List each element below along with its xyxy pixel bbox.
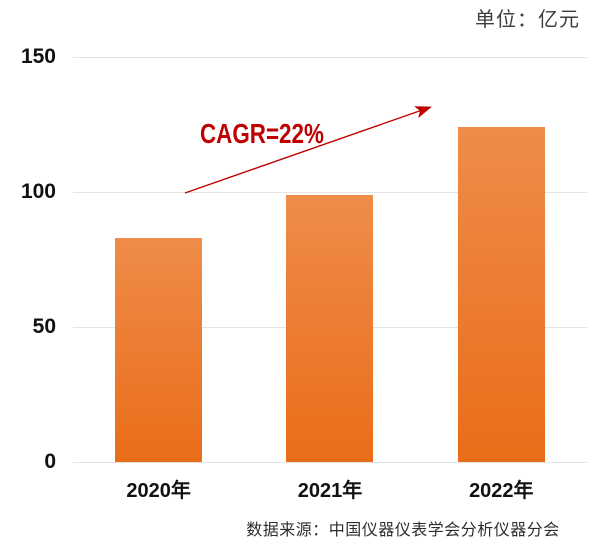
plot-area [73, 56, 587, 463]
y-tick-label-0: 0 [44, 450, 56, 473]
y-tick-label-150: 150 [20, 45, 56, 68]
bars-row [73, 57, 587, 462]
cagr-annotation-label: CAGR=22% [200, 118, 324, 149]
y-tick-label-50: 50 [32, 315, 56, 338]
x-label-2022年: 2022年 [469, 480, 534, 502]
bar-2021年 [286, 194, 374, 462]
bar-cell-2021年 [244, 57, 415, 462]
y-tick-label-100: 100 [20, 180, 56, 203]
x-axis-labels: 2020年 2021年 2022年 [73, 474, 587, 503]
bar-cell-2020年 [73, 57, 244, 462]
gridline-0 [73, 461, 587, 463]
unit-label: 单位：亿元 [475, 9, 580, 31]
bar-2020年 [115, 237, 203, 462]
bar-cell-2022年 [416, 57, 587, 462]
gridline-150 [73, 56, 587, 58]
x-label-2020年: 2020年 [126, 480, 191, 502]
data-source-label: 数据来源：中国仪器仪表学会分析仪器分会 [246, 522, 560, 539]
x-label-2021年: 2021年 [297, 480, 363, 502]
bar-2022年 [457, 127, 545, 462]
